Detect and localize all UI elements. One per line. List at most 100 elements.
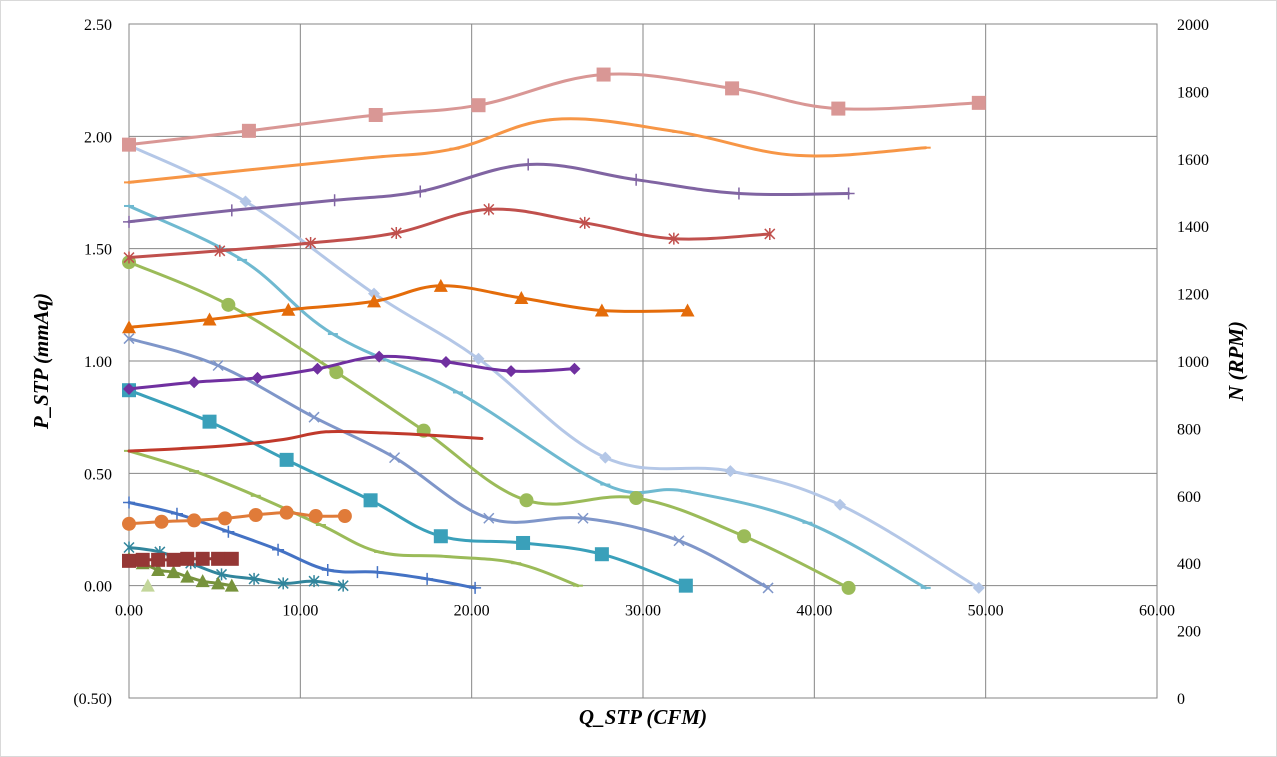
- series-line: [127, 204, 928, 590]
- x-tick-label: 20.00: [454, 603, 490, 620]
- square-marker: [195, 551, 210, 566]
- triangle-marker: [211, 576, 226, 590]
- square-marker: [433, 529, 448, 544]
- series-6: [124, 449, 583, 588]
- x-tick-label: 30.00: [625, 603, 661, 620]
- circle-marker: [308, 509, 323, 524]
- square-marker: [594, 547, 609, 562]
- circle-marker: [122, 516, 136, 531]
- square-marker: [368, 107, 383, 122]
- circle-marker: [337, 509, 352, 524]
- y-tick-label: 1.00: [84, 354, 112, 371]
- plus-marker: [225, 204, 238, 217]
- diamond-marker: [724, 465, 737, 478]
- asterisk-marker: [579, 216, 591, 229]
- series-13: [123, 158, 855, 228]
- square-marker: [241, 123, 256, 138]
- gridlines: [129, 23, 1157, 698]
- diamond-marker: [834, 498, 847, 511]
- asterisk-marker: [248, 572, 260, 585]
- square-marker: [202, 414, 217, 429]
- x-axis-title: Q_STP (CFM): [579, 705, 707, 729]
- y2-tick-label: 1200: [1177, 287, 1209, 304]
- asterisk-marker: [123, 541, 135, 554]
- tick-labels: 0.00 10.00 20.00 30.00 40.00 50.00 60.00 2.50 2.…: [73, 17, 1209, 708]
- x-tick-label: 40.00: [796, 603, 832, 620]
- y2-tick-label: 1000: [1177, 354, 1209, 371]
- plus-marker: [123, 215, 135, 228]
- series-12: [124, 117, 931, 184]
- asterisk-marker: [668, 232, 680, 245]
- plus-marker: [371, 566, 384, 579]
- circle-marker: [519, 493, 534, 508]
- diamond-marker: [239, 195, 252, 208]
- x-tick-label: 50.00: [968, 603, 1004, 620]
- series-line: [127, 260, 851, 590]
- triangle-marker: [367, 294, 382, 308]
- series-line: [127, 429, 484, 453]
- plot-area-border: [128, 23, 1158, 699]
- series-11: [122, 67, 986, 152]
- asterisk-marker: [337, 579, 349, 592]
- y-tick-label: 1.50: [84, 242, 112, 259]
- series-line: [127, 337, 770, 590]
- x-marker: [762, 582, 774, 594]
- series-line: [127, 449, 580, 588]
- square-marker: [166, 552, 181, 567]
- y-tick-label: 0.00: [84, 579, 112, 596]
- circle-marker: [329, 365, 344, 380]
- triangle-marker: [680, 303, 695, 317]
- square-marker: [831, 101, 846, 116]
- asterisk-marker: [308, 575, 320, 588]
- x-marker: [389, 452, 401, 464]
- triangle-marker: [180, 569, 195, 583]
- square-marker: [363, 493, 378, 508]
- square-marker: [725, 81, 740, 96]
- series-10: [140, 578, 155, 592]
- series-layer: [122, 67, 986, 595]
- plus-marker: [414, 185, 427, 198]
- series-line: [127, 143, 981, 590]
- series-line: [127, 117, 928, 184]
- diamond-marker: [472, 352, 485, 365]
- y2-tick-label: 600: [1177, 489, 1201, 506]
- x-tick-label: 10.00: [282, 603, 318, 620]
- square-marker: [516, 535, 531, 550]
- plus-marker: [732, 187, 745, 200]
- series-2: [124, 204, 931, 590]
- asterisk-marker: [483, 203, 495, 216]
- y-tick-label: (0.50): [73, 691, 112, 708]
- square-marker: [211, 551, 226, 566]
- diamond-marker: [568, 362, 581, 375]
- y2-tick-label: 800: [1177, 421, 1201, 438]
- triangle-marker: [594, 303, 609, 317]
- circle-marker: [248, 508, 263, 523]
- triangle-marker: [433, 278, 448, 292]
- diamond-marker: [368, 287, 381, 300]
- series-15: [122, 278, 695, 334]
- circle-marker: [221, 297, 236, 312]
- x-marker: [577, 512, 589, 524]
- series-18: [122, 505, 352, 531]
- series-line: [127, 546, 345, 588]
- x-tick-label: 0.00: [115, 603, 143, 620]
- x-marker: [212, 359, 224, 372]
- circle-marker: [737, 529, 752, 544]
- y2-axis-title: N (RPM): [1224, 321, 1248, 402]
- diamond-marker: [505, 365, 518, 378]
- x-marker: [673, 535, 685, 547]
- diamond-marker: [439, 356, 452, 369]
- plus-marker: [272, 543, 285, 556]
- y2-tick-label: 1400: [1177, 219, 1209, 236]
- asterisk-marker: [277, 577, 289, 590]
- series-16: [123, 350, 581, 395]
- x-marker: [308, 411, 320, 423]
- triangle-marker: [166, 565, 181, 579]
- square-marker: [471, 98, 486, 113]
- circle-marker: [187, 513, 202, 528]
- series-line: [127, 284, 689, 329]
- plus-marker: [328, 194, 341, 207]
- diamond-marker: [311, 362, 324, 375]
- circle-marker: [841, 580, 856, 595]
- square-marker: [596, 67, 611, 82]
